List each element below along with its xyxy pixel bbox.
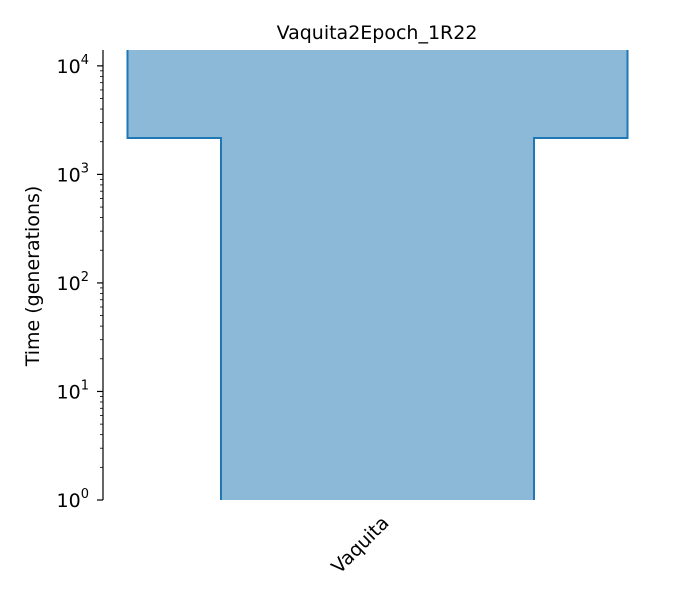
y-tick-label: 101 [57,378,89,403]
y-tick-label: 104 [57,53,89,78]
deme-tube [126,50,629,500]
y-axis: 100 101 102 103 104 [57,50,104,512]
y-tick-label: 103 [57,161,89,186]
y-tick-label: 102 [57,270,89,295]
x-axis-labels: Vaquita [327,512,393,578]
deme-outline-left [126,50,222,500]
y-tick-label: 100 [57,487,89,512]
y-axis-label: Time (generations) [22,186,44,368]
population-label: Vaquita [327,512,393,578]
deme-outline-right [533,50,629,500]
deme-fill [127,50,628,500]
chart-title: Vaquita2Epoch_1R22 [277,22,478,44]
